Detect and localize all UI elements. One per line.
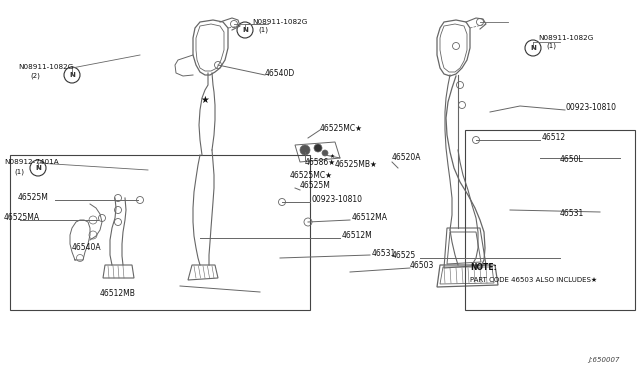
- Text: 4650L: 4650L: [560, 155, 584, 164]
- Text: NOTE:: NOTE:: [470, 263, 497, 273]
- Text: N: N: [242, 27, 248, 33]
- Text: N: N: [35, 165, 41, 171]
- Text: J:650007: J:650007: [589, 357, 620, 363]
- Text: 00923-10810: 00923-10810: [312, 196, 363, 205]
- Text: 46525MA: 46525MA: [4, 214, 40, 222]
- Text: ★: ★: [330, 154, 335, 158]
- Text: 46512MA: 46512MA: [352, 214, 388, 222]
- Text: 00923-10810: 00923-10810: [566, 103, 617, 112]
- Text: N: N: [69, 72, 75, 78]
- Text: 46525MC★: 46525MC★: [290, 170, 333, 180]
- Text: 46525: 46525: [392, 251, 416, 260]
- Text: N08911-1082G: N08911-1082G: [252, 19, 307, 25]
- Circle shape: [300, 145, 310, 155]
- Text: 46525MC★: 46525MC★: [320, 124, 363, 132]
- Text: 46512: 46512: [542, 134, 566, 142]
- Text: PART CODE 46503 ALSO INCLUDES★: PART CODE 46503 ALSO INCLUDES★: [470, 277, 597, 283]
- Bar: [10, 155, 310, 310]
- Text: 46531: 46531: [372, 248, 396, 257]
- Text: (1): (1): [258, 27, 268, 33]
- Circle shape: [314, 144, 322, 152]
- Circle shape: [322, 150, 328, 156]
- Text: 46531: 46531: [560, 208, 584, 218]
- Text: N08912-7401A: N08912-7401A: [4, 159, 59, 165]
- Text: 46586★: 46586★: [305, 157, 336, 167]
- Text: 46525M: 46525M: [300, 182, 331, 190]
- Text: 46540A: 46540A: [72, 244, 102, 253]
- Text: ★: ★: [200, 95, 209, 105]
- Text: N08911-1082G: N08911-1082G: [18, 64, 74, 70]
- Text: (1): (1): [546, 43, 556, 49]
- Bar: [465, 130, 635, 310]
- Text: 46525MB★: 46525MB★: [335, 160, 378, 169]
- Text: 46540D: 46540D: [265, 68, 295, 77]
- Text: N: N: [530, 45, 536, 51]
- Text: (2): (2): [30, 73, 40, 79]
- Text: N08911-1082G: N08911-1082G: [538, 35, 593, 41]
- Text: 46525M: 46525M: [18, 193, 49, 202]
- Text: 46512MB: 46512MB: [100, 289, 136, 298]
- Text: (1): (1): [14, 169, 24, 175]
- Text: 46512M: 46512M: [342, 231, 372, 241]
- Text: 46503: 46503: [410, 262, 435, 270]
- Text: 46520A: 46520A: [392, 154, 422, 163]
